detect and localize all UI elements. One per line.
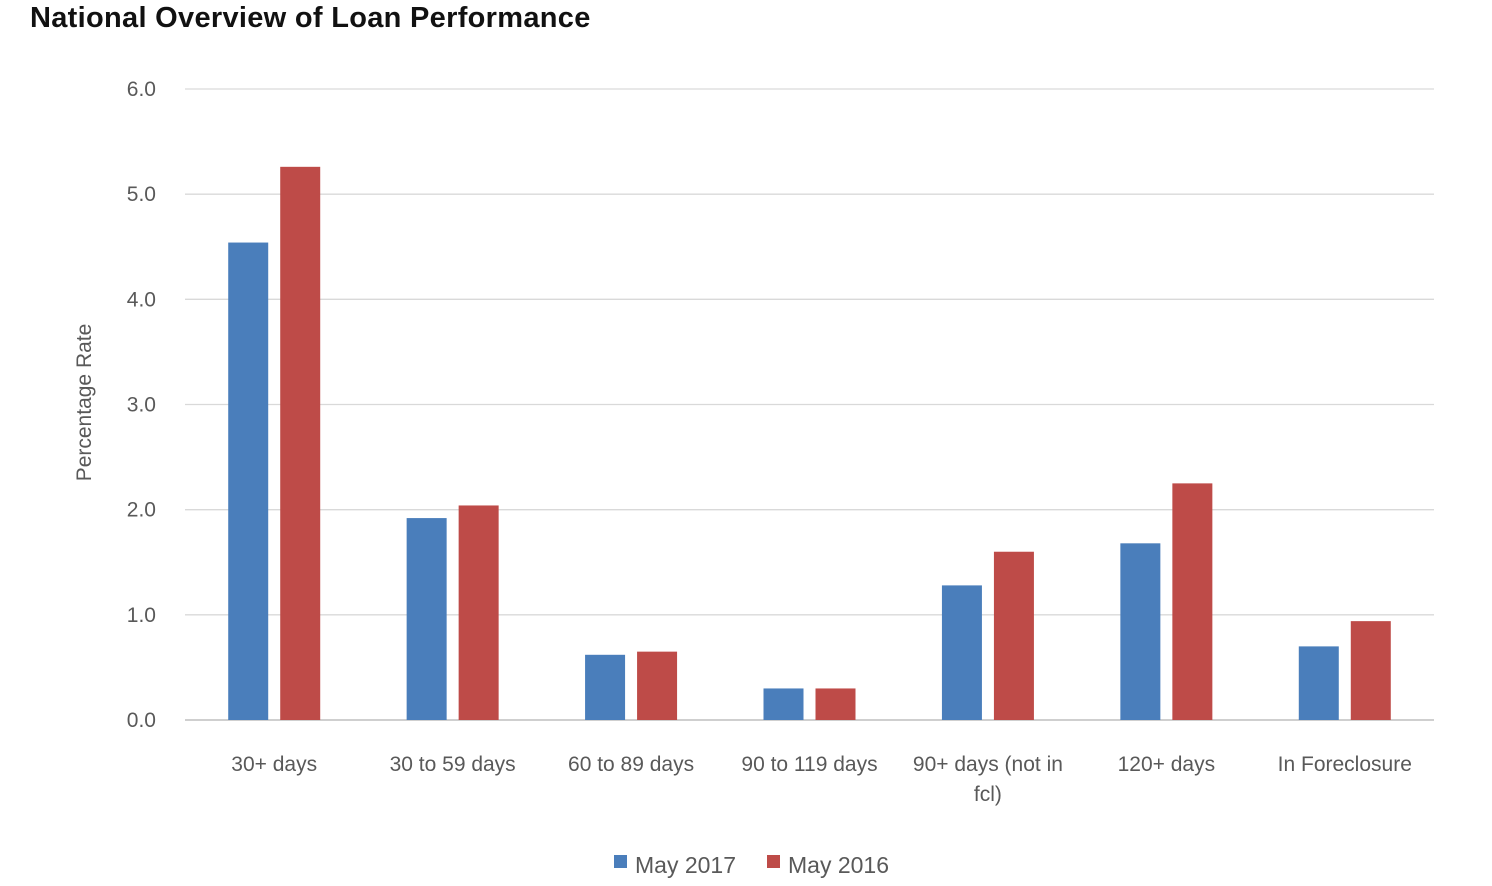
bar-may-2017 bbox=[585, 654, 626, 720]
bar-may-2016 bbox=[993, 551, 1034, 720]
x-category-label: 30 to 59 days bbox=[390, 753, 516, 776]
bar-may-2016 bbox=[458, 505, 499, 720]
bar-may-2016 bbox=[815, 688, 856, 720]
bar-may-2017 bbox=[406, 518, 447, 720]
x-category-label: In Foreclosure bbox=[1278, 753, 1412, 776]
bar-may-2016 bbox=[1350, 621, 1391, 720]
bar-may-2016 bbox=[1172, 483, 1213, 720]
y-tick-label: 3.0 bbox=[127, 394, 156, 417]
y-tick-label: 1.0 bbox=[127, 604, 156, 627]
bar-may-2016 bbox=[637, 651, 678, 720]
y-tick-label: 2.0 bbox=[127, 499, 156, 522]
y-tick-label: 5.0 bbox=[127, 183, 156, 206]
y-tick-label: 6.0 bbox=[127, 78, 156, 101]
bar-may-2017 bbox=[1298, 646, 1339, 720]
bar-may-2017 bbox=[228, 242, 269, 720]
x-category-label: 60 to 89 days bbox=[568, 753, 694, 776]
bar-may-2017 bbox=[1120, 543, 1161, 720]
x-category-label: 120+ days bbox=[1118, 753, 1216, 776]
x-category-label: fcl) bbox=[974, 783, 1002, 806]
legend-label: May 2016 bbox=[788, 852, 889, 878]
chart-title: National Overview of Loan Performance bbox=[30, 2, 591, 34]
x-category-label: 90+ days (not in bbox=[913, 753, 1063, 776]
bar-may-2017 bbox=[941, 585, 982, 720]
y-tick-label: 0.0 bbox=[127, 709, 156, 732]
bar-may-2016 bbox=[280, 166, 321, 720]
y-tick-label: 4.0 bbox=[127, 288, 156, 311]
legend-swatch bbox=[614, 855, 627, 868]
y-axis-title: Percentage Rate bbox=[73, 324, 96, 482]
x-category-label: 90 to 119 days bbox=[741, 753, 877, 776]
x-category-label: 30+ days bbox=[231, 753, 317, 776]
legend-swatch bbox=[767, 855, 780, 868]
legend-label: May 2017 bbox=[635, 852, 736, 878]
bar-may-2017 bbox=[763, 688, 804, 720]
